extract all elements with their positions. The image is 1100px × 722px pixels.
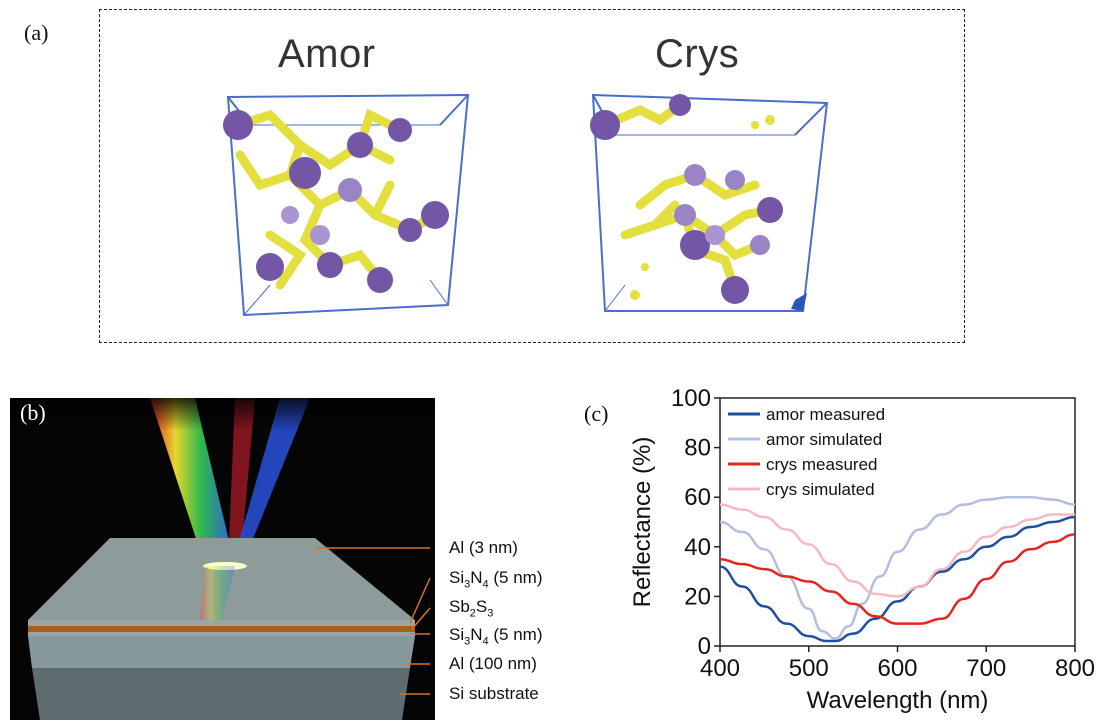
series-line-crys-measured <box>719 533 1076 625</box>
panel-a-label: (a) <box>24 20 49 45</box>
series-line-amor-measured <box>719 515 1076 643</box>
x-tick-label-500: 500 <box>789 655 829 682</box>
layer-label-al-3nm: Al (3 nm) <box>449 538 518 557</box>
amor-title: Amor <box>278 32 376 76</box>
layer-label-sb2s3: Sb2S3 <box>449 597 494 620</box>
legend-label-crys-measured: crys measured <box>766 455 877 474</box>
y-tick-label-80: 80 <box>684 435 711 462</box>
x-tick-label-600: 600 <box>877 655 917 682</box>
y-tick-label-20: 20 <box>684 583 711 610</box>
panel-c-label: (c) <box>584 401 609 426</box>
crys-structure-illustration <box>590 93 829 312</box>
x-tick-label-800: 800 <box>1055 655 1095 682</box>
layer-label-al-100nm: Al (100 nm) <box>449 654 537 673</box>
x-axis-label: Wavelength (nm) <box>807 687 989 714</box>
series-line-crys-simulated <box>719 503 1075 598</box>
y-axis-label: Reflectance (%) <box>629 437 656 608</box>
legend-label-crys-simulated: crys simulated <box>766 480 875 499</box>
device-schematic-illustration <box>10 398 435 720</box>
y-tick-label-60: 60 <box>684 484 711 511</box>
layer-label-si3n4-top: Si3N4 (5 nm) <box>449 568 543 591</box>
x-tick-label-700: 700 <box>966 655 1006 682</box>
y-tick-label-0: 0 <box>698 633 711 660</box>
x-tick-label-400: 400 <box>700 655 740 682</box>
panel-a-frame: Amor Crys <box>99 9 965 343</box>
layer-label-si-substrate: Si substrate <box>449 684 539 703</box>
reflectance-chart: 400 500 600 700 800 0 20 40 60 80 100 Wavelength (n… <box>629 388 1095 714</box>
series-line-amor-simulated <box>719 495 1076 640</box>
legend-label-amor-measured: amor measured <box>766 405 885 424</box>
panel-b-label: (b) <box>20 400 46 425</box>
crys-title: Crys <box>655 32 740 76</box>
legend-label-amor-simulated: amor simulated <box>766 430 882 449</box>
y-tick-label-40: 40 <box>684 534 711 561</box>
y-tick-label-100: 100 <box>671 388 711 412</box>
amor-structure-illustration <box>223 93 470 317</box>
layer-label-si3n4-bottom: Si3N4 (5 nm) <box>449 625 543 648</box>
